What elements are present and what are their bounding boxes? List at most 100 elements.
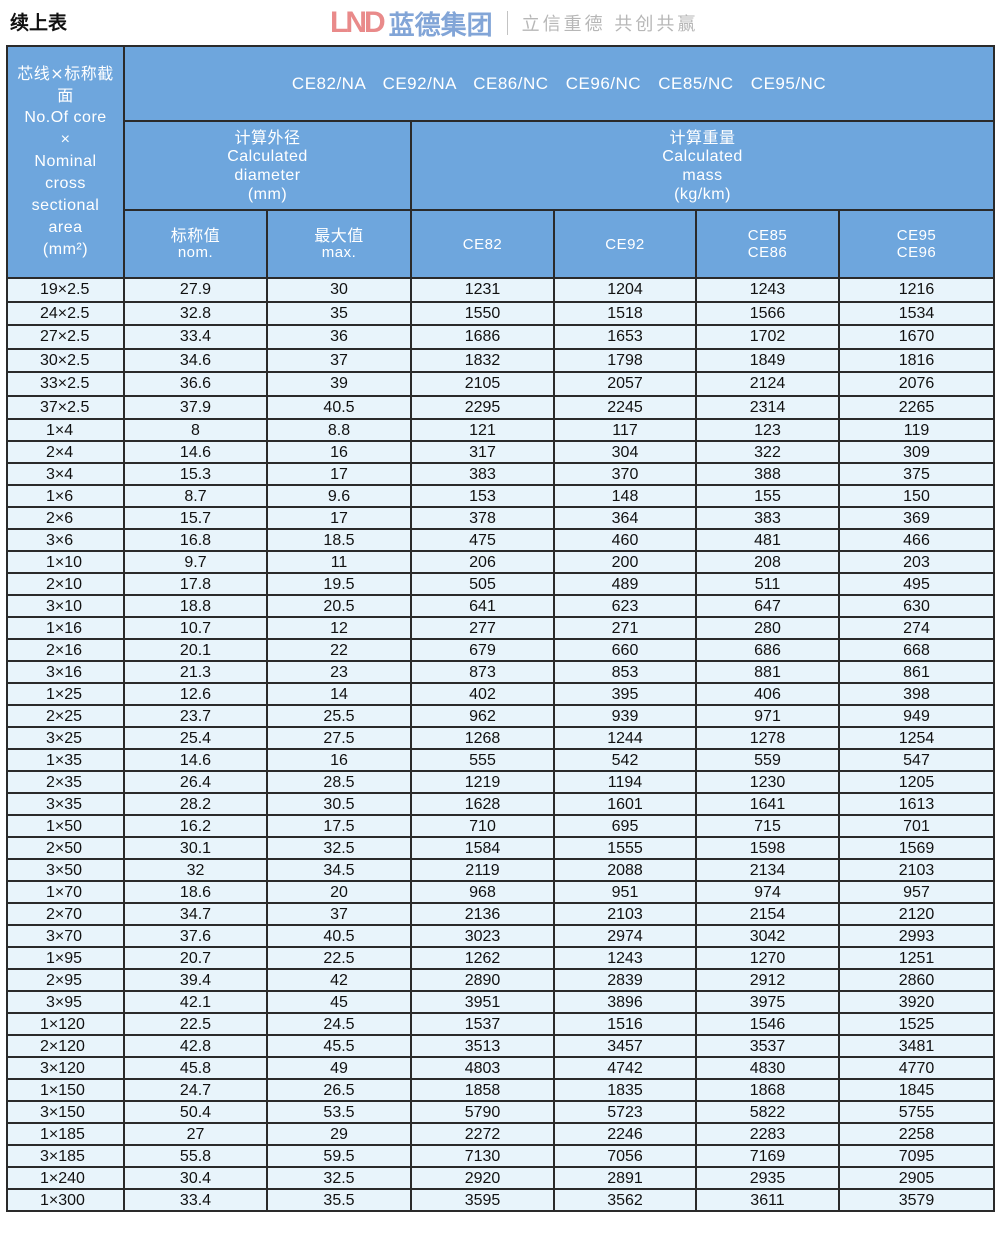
- cell-mass-ce85-ce86: 1270: [695, 946, 840, 970]
- cell-mass-ce95-ce96: 4770: [837, 1056, 996, 1080]
- cell-core-area: 3×16: [6, 660, 125, 684]
- cell-mass-ce85-ce86: 1598: [695, 836, 840, 860]
- cell-diameter-max: 27.5: [266, 726, 412, 750]
- cell-mass-ce95-ce96: 3920: [837, 990, 996, 1014]
- cell-mass-ce92: 2088: [553, 858, 697, 882]
- cell-diameter-max: 45.5: [266, 1034, 412, 1058]
- cell-mass-ce85-ce86: 2935: [695, 1166, 840, 1190]
- cell-mass-ce85-ce86: 1278: [695, 726, 840, 750]
- cell-core-area: 3×4: [6, 462, 125, 486]
- header-ce95-ce96: CE95 CE96: [837, 209, 996, 279]
- cell-core-area: 37×2.5: [6, 394, 125, 420]
- ce86-label: CE86: [747, 244, 788, 261]
- cell-core-area: 1×95: [6, 946, 125, 970]
- table-row: 1×300 33.4 35.5 3595 3562 3611 3579: [6, 1188, 996, 1212]
- cell-mass-ce85-ce86: 2154: [695, 902, 840, 926]
- cell-mass-ce95-ce96: 1216: [837, 277, 996, 303]
- core-label-unit: (mm²): [42, 241, 89, 258]
- cell-mass-ce92: 304: [553, 440, 697, 464]
- cell-diameter-max: 16: [266, 440, 412, 464]
- cell-diameter-max: 35: [266, 300, 412, 326]
- cell-mass-ce82: 277: [410, 616, 555, 640]
- cell-mass-ce85-ce86: 4830: [695, 1056, 840, 1080]
- cell-core-area: 2×120: [6, 1034, 125, 1058]
- cell-core-area: 2×35: [6, 770, 125, 794]
- cell-core-area: 3×150: [6, 1100, 125, 1124]
- table-row: 1×240 30.4 32.5 2920 2891 2935 2905: [6, 1166, 996, 1190]
- cell-core-area: 1×4: [6, 418, 125, 442]
- cell-diameter-nom: 32: [123, 858, 268, 882]
- cell-core-area: 1×300: [6, 1188, 125, 1212]
- cell-core-area: 33×2.5: [6, 371, 125, 397]
- cell-diameter-nom: 36.6: [123, 371, 268, 397]
- cell-mass-ce85-ce86: 3975: [695, 990, 840, 1014]
- cell-mass-ce92: 7056: [553, 1144, 697, 1168]
- cell-diameter-nom: 45.8: [123, 1056, 268, 1080]
- cell-mass-ce92: 853: [553, 660, 697, 684]
- cell-mass-ce85-ce86: 7169: [695, 1144, 840, 1168]
- cell-diameter-max: 53.5: [266, 1100, 412, 1124]
- cell-mass-ce85-ce86: 406: [695, 682, 840, 706]
- cell-mass-ce95-ce96: 1845: [837, 1078, 996, 1102]
- cell-core-area: 19×2.5: [6, 277, 125, 303]
- header-ce82: CE82: [410, 209, 555, 279]
- cell-mass-ce82: 1628: [410, 792, 555, 816]
- ce95-label: CE95: [896, 227, 937, 244]
- table-row: 2×25 23.7 25.5 962 939 971 949: [6, 704, 996, 728]
- cell-mass-ce85-ce86: 971: [695, 704, 840, 728]
- table-row: 1×95 20.7 22.5 1262 1243 1270 1251: [6, 946, 996, 970]
- table-row: 3×16 21.3 23 873 853 881 861: [6, 660, 996, 684]
- cell-diameter-nom: 14.6: [123, 440, 268, 464]
- table-row: 19×2.5 27.9 30 1231 1204 1243 1216: [6, 277, 996, 303]
- cell-core-area: 2×95: [6, 968, 125, 992]
- cell-diameter-max: 18.5: [266, 528, 412, 552]
- header-mass: 计算重量 Calculated mass (kg/km): [409, 120, 996, 211]
- cell-diameter-nom: 27.9: [123, 277, 268, 303]
- max-label-zh: 最大值: [314, 226, 364, 245]
- cell-diameter-nom: 30.1: [123, 836, 268, 860]
- cell-mass-ce95-ce96: 1569: [837, 836, 996, 860]
- core-label-en3: Nominal cross sectional area: [31, 153, 100, 236]
- cell-mass-ce92: 951: [553, 880, 697, 904]
- cell-mass-ce92: 1194: [553, 770, 697, 794]
- cell-mass-ce85-ce86: 123: [695, 418, 840, 442]
- cell-diameter-nom: 42.8: [123, 1034, 268, 1058]
- cell-mass-ce95-ce96: 274: [837, 616, 996, 640]
- cell-mass-ce95-ce96: 1613: [837, 792, 996, 816]
- cell-mass-ce82: 2272: [410, 1122, 555, 1146]
- table-row: 27×2.5 33.4 36 1686 1653 1702 1670: [6, 324, 996, 350]
- cell-mass-ce95-ce96: 1816: [837, 347, 996, 373]
- cell-diameter-nom: 50.4: [123, 1100, 268, 1124]
- cell-mass-ce85-ce86: 686: [695, 638, 840, 662]
- cell-diameter-max: 30.5: [266, 792, 412, 816]
- cell-mass-ce85-ce86: 1566: [695, 300, 840, 326]
- cell-diameter-nom: 18.6: [123, 880, 268, 904]
- cell-mass-ce85-ce86: 3042: [695, 924, 840, 948]
- cell-diameter-nom: 20.1: [123, 638, 268, 662]
- cell-mass-ce85-ce86: 881: [695, 660, 840, 684]
- cell-mass-ce82: 505: [410, 572, 555, 596]
- header-ce85-ce86: CE85 CE86: [695, 209, 840, 279]
- cell-mass-ce82: 1584: [410, 836, 555, 860]
- cell-diameter-nom: 33.4: [123, 324, 268, 350]
- cell-mass-ce92: 489: [553, 572, 697, 596]
- cell-diameter-nom: 12.6: [123, 682, 268, 706]
- cell-mass-ce92: 1653: [553, 324, 697, 350]
- cell-mass-ce92: 2891: [553, 1166, 697, 1190]
- table-row: 3×10 18.8 20.5 641 623 647 630: [6, 594, 996, 618]
- cell-mass-ce95-ce96: 1534: [837, 300, 996, 326]
- cell-mass-ce85-ce86: 2314: [695, 394, 840, 420]
- cell-mass-ce82: 3951: [410, 990, 555, 1014]
- cell-diameter-max: 20: [266, 880, 412, 904]
- cell-diameter-max: 45: [266, 990, 412, 1014]
- cell-mass-ce92: 3562: [553, 1188, 697, 1212]
- cell-mass-ce95-ce96: 2265: [837, 394, 996, 420]
- cell-mass-ce95-ce96: 2905: [837, 1166, 996, 1190]
- cell-mass-ce82: 1858: [410, 1078, 555, 1102]
- cell-diameter-max: 17.5: [266, 814, 412, 838]
- cell-diameter-nom: 37.6: [123, 924, 268, 948]
- core-label-en1: No.Of core: [24, 109, 107, 126]
- table-row: 2×50 30.1 32.5 1584 1555 1598 1569: [6, 836, 996, 860]
- table-row: 2×10 17.8 19.5 505 489 511 495: [6, 572, 996, 596]
- cell-mass-ce95-ce96: 2860: [837, 968, 996, 992]
